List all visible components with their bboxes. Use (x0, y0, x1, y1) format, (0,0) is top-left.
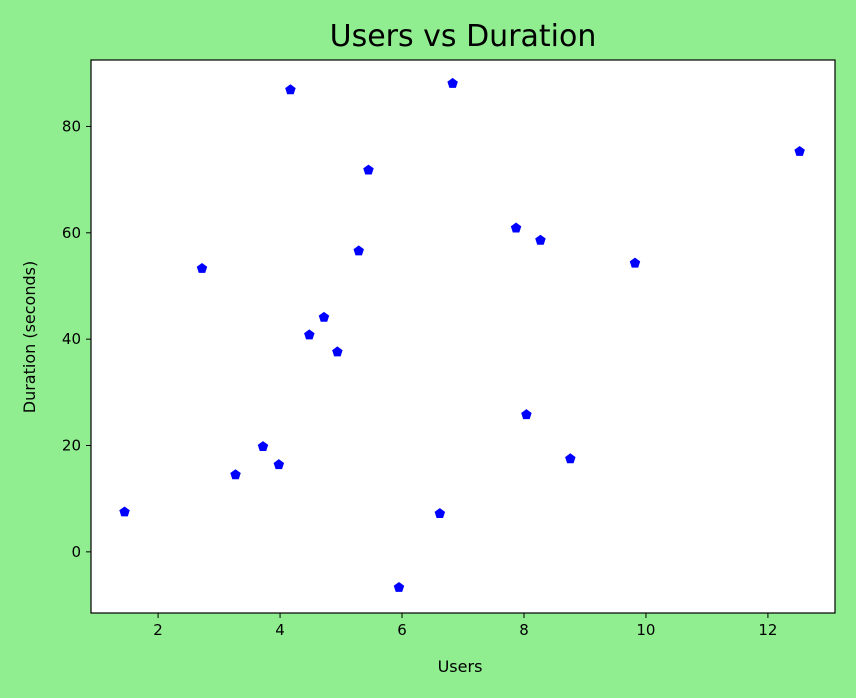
data-point (353, 245, 364, 256)
y-tick-label: 40 (62, 330, 81, 348)
data-point (393, 581, 405, 592)
plot-frame (90, 59, 836, 614)
data-point (535, 234, 546, 245)
y-tick-label: 0 (71, 543, 81, 561)
x-tick-label: 4 (275, 621, 285, 639)
x-tick-label: 8 (519, 621, 529, 639)
data-point (510, 222, 522, 233)
data-point (565, 453, 576, 464)
data-point (447, 77, 458, 88)
plot-area (91, 60, 835, 613)
y-axis-label: Duration (seconds) (20, 261, 39, 413)
x-axis-label: Users (438, 657, 483, 676)
y-tick-label: 80 (62, 117, 81, 135)
data-point (285, 84, 296, 95)
data-point (230, 469, 241, 480)
x-tick-label: 12 (758, 621, 777, 639)
data-point (273, 459, 285, 470)
y-tick-label: 60 (62, 224, 81, 242)
y-tick-label: 20 (62, 437, 81, 455)
x-tick-label: 10 (636, 621, 655, 639)
data-point (318, 311, 330, 322)
data-point (196, 262, 208, 273)
data-point (119, 506, 130, 517)
data-points (119, 77, 805, 592)
x-tick-label: 6 (397, 621, 407, 639)
data-point (521, 409, 532, 420)
data-point (332, 346, 343, 357)
y-axis: 0 20 40 60 80 (62, 117, 91, 561)
data-point (304, 329, 315, 340)
data-point (363, 164, 374, 175)
x-axis: 2 4 6 8 10 12 (153, 613, 777, 639)
data-point (434, 508, 446, 519)
data-point (629, 257, 641, 268)
data-point (794, 145, 805, 156)
chart-title: Users vs Duration (330, 19, 597, 54)
data-point (257, 441, 269, 452)
x-tick-label: 2 (153, 621, 163, 639)
